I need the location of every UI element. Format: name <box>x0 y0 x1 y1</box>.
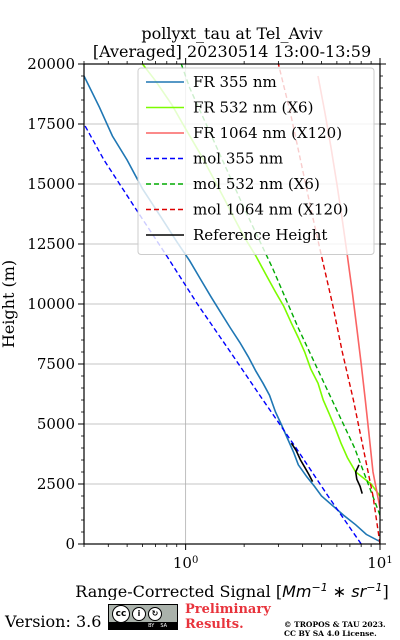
series-reference-height <box>354 464 363 494</box>
y-tick-label: 17500 <box>27 115 75 133</box>
legend-box <box>137 67 375 255</box>
legend-label-fr-532-nm-x6: FR 532 nm (X6) <box>193 99 313 117</box>
y-axis-label-text: Height (m) <box>0 260 18 348</box>
cc-by-label: BY <box>148 622 155 629</box>
copyright-note: © TROPOS & TAU 2023. CC BY SA 4.0 Licens… <box>284 620 386 638</box>
preliminary-note: Preliminary Results. <box>185 602 271 632</box>
legend-label-reference-height: Reference Height <box>193 226 327 244</box>
legend-label-fr-1064-nm-x120: FR 1064 nm (X120) <box>193 124 342 142</box>
legend: FR 355 nm FR 532 nm (X6) FR 1064 nm (X120)… <box>137 67 375 255</box>
chart-title-line1: pollyxt_tau at Tel_Aviv <box>141 24 322 43</box>
y-axis-label: Height (m) <box>0 260 18 348</box>
version-label: Version: 3.6 <box>5 612 102 631</box>
y-tick-label: 0 <box>65 535 75 553</box>
x-tick-label: 100 <box>173 554 198 572</box>
legend-label-mol-532-nm-x6: mol 532 nm (X6) <box>193 175 320 193</box>
y-tick-label: 10000 <box>27 295 75 313</box>
x-axis-label: Range-Corrected Signal [Mm−1 ∗ sr−1] <box>75 581 388 601</box>
copyright-line1: © TROPOS & TAU 2023. <box>284 620 386 629</box>
copyright-line2: CC BY SA 4.0 License. <box>284 629 377 638</box>
legend-label-mol-1064-nm-x120: mol 1064 nm (X120) <box>193 201 348 219</box>
cc-icon: cc <box>112 605 130 623</box>
x-tick-exponent: 1 <box>386 555 392 566</box>
cc-sa-label: SA <box>160 622 167 629</box>
legend-label-fr-355-nm: FR 355 nm <box>193 73 277 91</box>
share-alike-icon: ↻ <box>148 607 162 621</box>
series-mol-355-nm <box>84 123 362 544</box>
signal-chart: pollyxt_tau at Tel_Aviv [Averaged] 20230… <box>0 24 393 601</box>
y-tick-label: 7500 <box>37 355 75 373</box>
x-tick-label: 101 <box>367 554 392 572</box>
cc-license-badge: cc i ↻ BY SA <box>108 604 178 630</box>
y-tick-label: 5000 <box>37 415 75 433</box>
x-tick-exponent: 0 <box>192 555 198 566</box>
y-tick-label: 2500 <box>37 475 75 493</box>
y-tick-label: 15000 <box>27 175 75 193</box>
preliminary-line1: Preliminary <box>185 602 271 617</box>
attribution-icon: i <box>132 607 146 621</box>
legend-label-mol-355-nm: mol 355 nm <box>193 150 283 168</box>
chart-title-line2: [Averaged] 20230514 13:00-13:59 <box>93 42 371 61</box>
y-tick-label: 20000 <box>27 55 75 73</box>
preliminary-line2: Results. <box>185 617 244 632</box>
axes: 0250050007500100001250015000175002000010… <box>27 55 392 572</box>
y-tick-label: 12500 <box>27 235 75 253</box>
series-reference-height <box>290 442 314 482</box>
